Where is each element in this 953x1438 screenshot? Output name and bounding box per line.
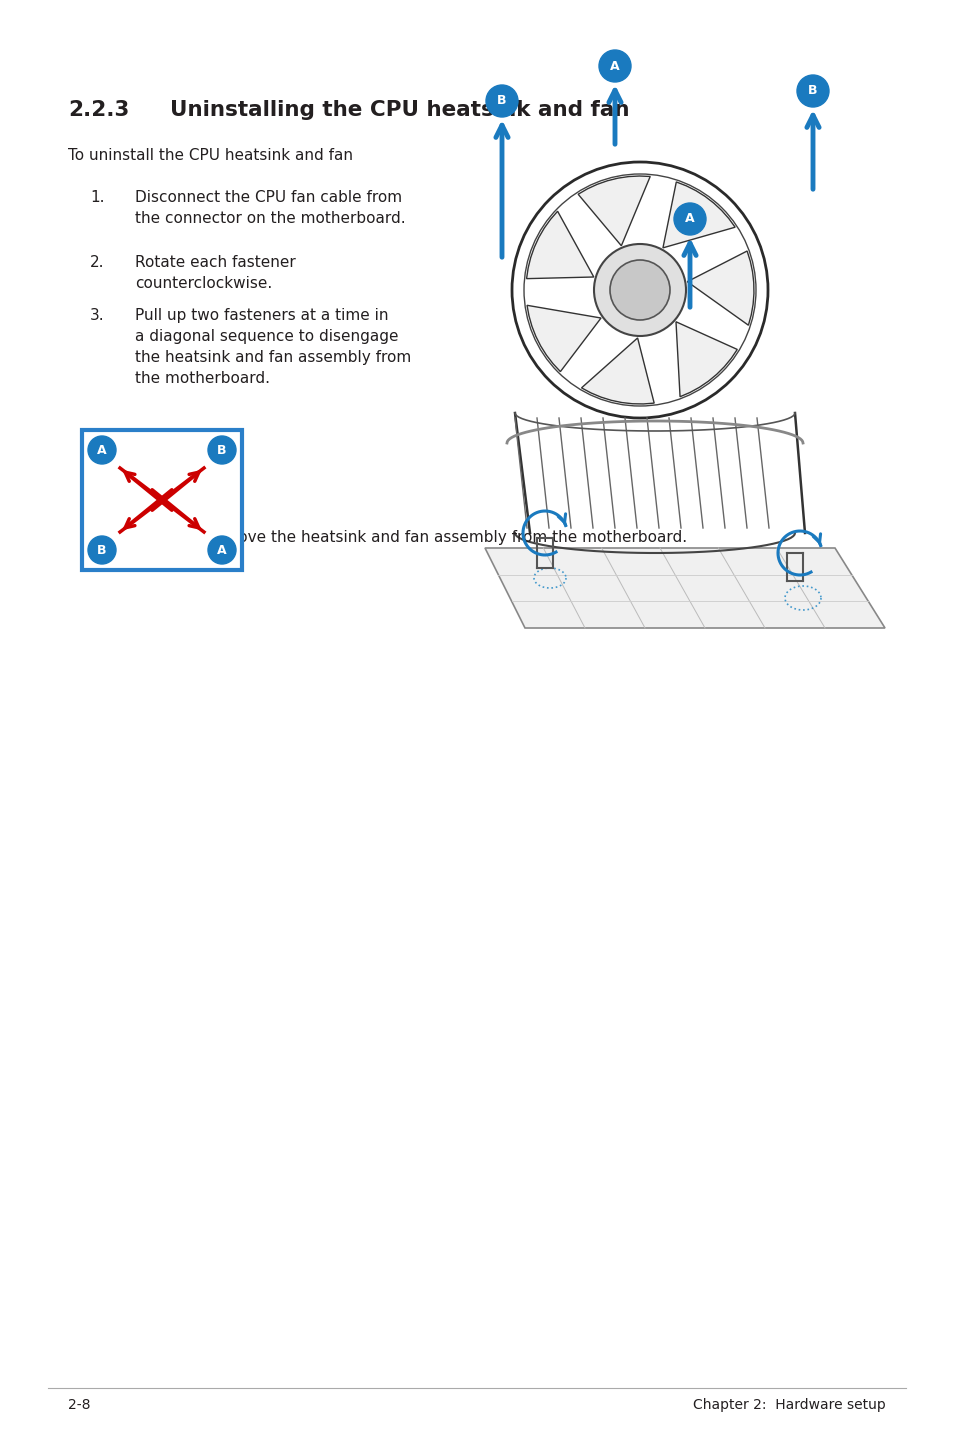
Circle shape bbox=[208, 436, 235, 464]
Text: 1.: 1. bbox=[90, 190, 105, 206]
Text: 2.2.3: 2.2.3 bbox=[68, 101, 130, 119]
Text: B: B bbox=[217, 443, 227, 456]
Polygon shape bbox=[484, 548, 884, 628]
Polygon shape bbox=[526, 305, 600, 371]
Text: A: A bbox=[217, 544, 227, 557]
Text: A: A bbox=[684, 213, 694, 226]
Text: Pull up two fasteners at a time in
a diagonal sequence to disengage
the heatsink: Pull up two fasteners at a time in a dia… bbox=[135, 308, 411, 385]
Text: Disconnect the CPU fan cable from
the connector on the motherboard.: Disconnect the CPU fan cable from the co… bbox=[135, 190, 405, 226]
Text: 2-8: 2-8 bbox=[68, 1398, 91, 1412]
Circle shape bbox=[673, 203, 705, 234]
Text: A: A bbox=[610, 59, 619, 72]
Text: Chapter 2:  Hardware setup: Chapter 2: Hardware setup bbox=[693, 1398, 885, 1412]
Circle shape bbox=[88, 536, 116, 564]
Text: 4.: 4. bbox=[90, 531, 105, 545]
Text: B: B bbox=[807, 85, 817, 98]
Polygon shape bbox=[686, 252, 753, 325]
Text: B: B bbox=[497, 95, 506, 108]
Circle shape bbox=[594, 244, 685, 336]
FancyBboxPatch shape bbox=[82, 430, 242, 569]
Text: Rotate each fastener
counterclockwise.: Rotate each fastener counterclockwise. bbox=[135, 255, 295, 290]
Text: Carefully remove the heatsink and fan assembly from the motherboard.: Carefully remove the heatsink and fan as… bbox=[135, 531, 686, 545]
Text: A: A bbox=[97, 443, 107, 456]
Polygon shape bbox=[526, 211, 593, 279]
Text: 3.: 3. bbox=[90, 308, 105, 324]
Circle shape bbox=[208, 536, 235, 564]
Circle shape bbox=[796, 75, 828, 106]
Circle shape bbox=[485, 85, 517, 116]
Polygon shape bbox=[578, 175, 650, 246]
Text: B: B bbox=[97, 544, 107, 557]
Polygon shape bbox=[581, 338, 654, 404]
Circle shape bbox=[598, 50, 630, 82]
Polygon shape bbox=[662, 183, 735, 247]
Circle shape bbox=[88, 436, 116, 464]
Text: To uninstall the CPU heatsink and fan: To uninstall the CPU heatsink and fan bbox=[68, 148, 353, 162]
Polygon shape bbox=[676, 322, 737, 397]
Text: Uninstalling the CPU heatsink and fan: Uninstalling the CPU heatsink and fan bbox=[170, 101, 629, 119]
Circle shape bbox=[609, 260, 669, 321]
Text: 2.: 2. bbox=[90, 255, 105, 270]
